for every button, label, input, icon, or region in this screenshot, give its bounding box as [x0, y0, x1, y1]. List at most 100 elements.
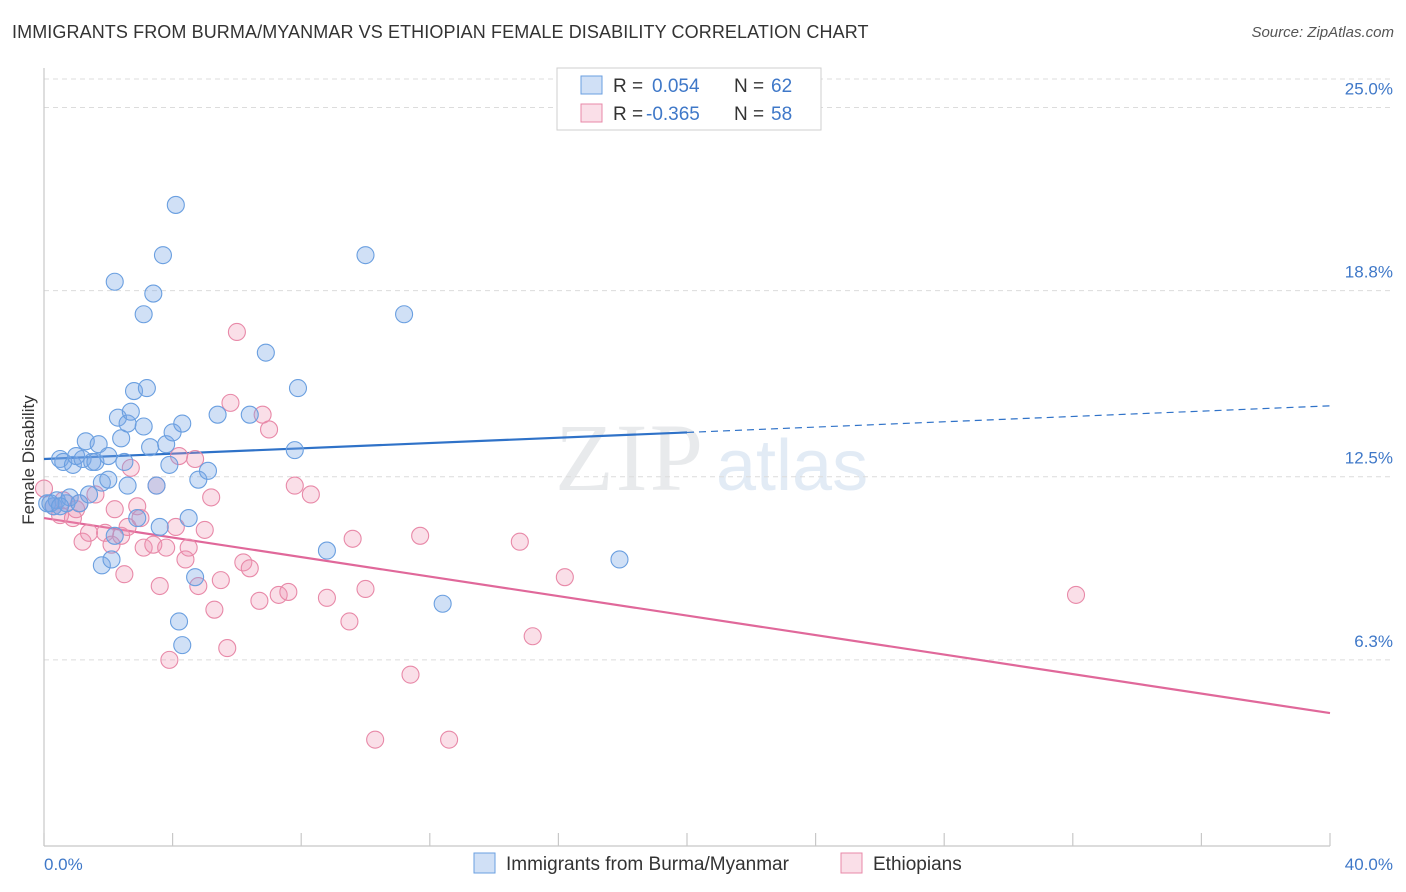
- stats-swatch-burma: [580, 75, 603, 95]
- data-point-burma: [102, 550, 121, 569]
- stats-r-label-burma: R =: [613, 76, 643, 97]
- data-point-burma: [179, 509, 198, 528]
- data-point-ethiopians: [79, 523, 99, 542]
- data-point-ethiopians: [202, 488, 221, 507]
- trend-line-burma: [43, 431, 688, 461]
- data-point-ethiopians: [211, 571, 230, 590]
- chart-title: IMMIGRANTS FROM BURMA/MYANMAR VS ETHIOPI…: [12, 22, 869, 42]
- x-tick-label-min: 0.0%: [44, 855, 83, 874]
- data-point-burma: [105, 526, 124, 545]
- legend-swatch-ethiopians: [840, 852, 863, 874]
- data-point-ethiopians: [179, 538, 198, 557]
- stats-n-label-ethiopians: N =: [734, 104, 764, 125]
- stats-r-value-ethiopians: -0.365: [646, 104, 700, 125]
- data-point-ethiopians: [195, 520, 214, 539]
- data-point-ethiopians: [343, 529, 362, 548]
- data-point-burma: [285, 441, 304, 460]
- data-point-burma: [99, 446, 118, 466]
- data-point-ethiopians: [186, 449, 205, 469]
- stats-r-value-burma: 0.054: [652, 76, 700, 97]
- watermark-atlas: atlas: [716, 426, 868, 506]
- data-point-burma: [51, 497, 70, 516]
- data-point-ethiopians: [259, 420, 279, 439]
- data-point-ethiopians: [523, 627, 542, 646]
- data-point-ethiopians: [176, 550, 195, 569]
- data-point-ethiopians: [166, 517, 185, 536]
- data-point-burma: [198, 461, 218, 480]
- data-point-burma: [89, 435, 108, 454]
- data-point-ethiopians: [157, 538, 176, 557]
- data-point-ethiopians: [218, 639, 237, 658]
- data-point-burma: [137, 379, 156, 398]
- data-point-burma: [99, 470, 118, 489]
- data-point-burma: [121, 402, 140, 421]
- y-tick-label: 12.5%: [1345, 449, 1393, 468]
- data-point-ethiopians: [285, 476, 304, 495]
- data-point-burma: [356, 246, 375, 265]
- data-point-burma: [317, 541, 336, 560]
- data-point-burma: [118, 476, 137, 495]
- y-tick-label: 18.8%: [1345, 263, 1393, 282]
- data-point-burma: [166, 195, 185, 214]
- data-point-burma: [240, 405, 259, 424]
- data-point-ethiopians: [440, 730, 459, 749]
- y-tick-label: 25.0%: [1345, 79, 1393, 98]
- data-point-ethiopians: [115, 565, 134, 584]
- stats-legend: R = 0.054 N = 62 R = -0.365 N = 58: [556, 67, 822, 131]
- data-point-burma: [610, 550, 629, 569]
- trend-line-ethiopians: [43, 516, 1331, 715]
- data-point-ethiopians: [112, 526, 131, 545]
- data-point-ethiopians: [221, 393, 240, 412]
- data-point-ethiopians: [317, 588, 336, 607]
- data-point-burma: [160, 455, 179, 474]
- data-point-ethiopians: [227, 322, 246, 342]
- data-point-burma: [134, 417, 153, 436]
- data-point-ethiopians: [150, 576, 169, 596]
- watermark: ZIP atlas: [555, 404, 868, 511]
- series-legend: Immigrants from Burma/Myanmar Ethiopians: [473, 852, 962, 875]
- watermark-zip: ZIP: [555, 404, 705, 511]
- data-point-ethiopians: [73, 532, 92, 551]
- data-point-burma: [144, 284, 163, 303]
- data-point-ethiopians: [86, 485, 105, 504]
- data-point-burma: [433, 594, 452, 613]
- data-point-burma: [169, 612, 189, 631]
- legend-label-ethiopians: Ethiopians: [873, 854, 962, 875]
- source-credit: Source: ZipAtlas.com: [1251, 24, 1394, 41]
- data-point-burma: [173, 636, 192, 655]
- trend-line-burma-extension: [686, 405, 1331, 434]
- data-point-burma: [208, 405, 227, 424]
- data-point-ethiopians: [279, 582, 298, 601]
- data-point-burma: [173, 414, 192, 433]
- data-point-ethiopians: [356, 579, 375, 599]
- stats-legend-box: [556, 67, 822, 131]
- data-point-burma: [79, 485, 99, 504]
- data-point-burma: [105, 272, 124, 291]
- stats-swatch-ethiopians: [580, 103, 603, 123]
- data-point-ethiopians: [205, 600, 224, 619]
- legend-label-burma: Immigrants from Burma/Myanmar: [506, 854, 790, 875]
- data-point-ethiopians: [1066, 585, 1086, 604]
- data-point-burma: [150, 517, 169, 536]
- data-point-ethiopians: [411, 526, 430, 545]
- data-point-burma: [186, 568, 205, 587]
- data-point-ethiopians: [366, 730, 385, 749]
- data-point-burma: [141, 438, 160, 457]
- data-point-ethiopians: [510, 532, 529, 551]
- data-point-burma: [92, 556, 111, 575]
- data-point-ethiopians: [401, 665, 420, 684]
- data-point-burma: [134, 305, 153, 324]
- data-point-ethiopians: [340, 612, 359, 631]
- y-axis-title: Female Disability: [19, 395, 38, 525]
- stats-n-value-ethiopians: 58: [771, 104, 792, 125]
- data-point-burma: [256, 343, 275, 362]
- data-point-burma: [395, 305, 414, 324]
- data-point-burma: [153, 246, 173, 265]
- data-point-burma: [128, 509, 147, 528]
- data-point-burma: [147, 476, 166, 495]
- data-point-ethiopians: [250, 591, 269, 610]
- x-tick-label-max: 40.0%: [1345, 855, 1393, 874]
- y-tick-label: 6.3%: [1354, 632, 1393, 651]
- data-points: [34, 195, 1086, 749]
- axes: 6.3% 12.5% 18.8% 25.0%: [43, 68, 1393, 847]
